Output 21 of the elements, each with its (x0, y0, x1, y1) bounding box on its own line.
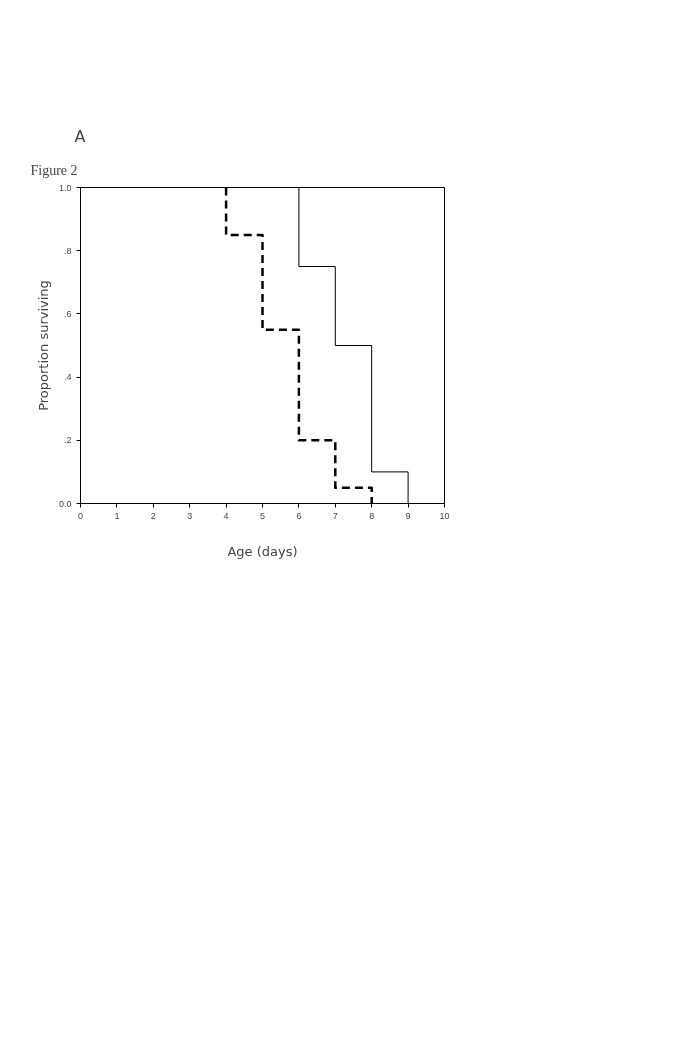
y-tick-label: .8 (63, 245, 72, 256)
x-tick-label: 4 (223, 510, 229, 521)
x-tick-label: 1 (114, 510, 120, 521)
x-tick-label: 8 (369, 510, 375, 521)
chart-title: A (74, 126, 86, 146)
x-tick-label: 6 (296, 510, 302, 521)
caption: Figure 2 (30, 162, 78, 178)
x-axis-title: Age (days) (227, 543, 298, 559)
y-tick-label: .4 (63, 372, 72, 383)
x-tick-label: 9 (405, 510, 411, 521)
x-tick-label: 3 (187, 510, 193, 521)
y-axis-title: Proportion surviving (35, 280, 51, 411)
y-tick-label: 0.0 (58, 498, 72, 509)
y-tick-label: .6 (63, 308, 72, 319)
x-tick-label: 2 (150, 510, 156, 521)
x-tick-label: 0 (78, 510, 84, 521)
x-tick-label: 5 (260, 510, 266, 521)
y-tick-label: 1.0 (58, 182, 72, 193)
x-tick-label: 10 (439, 510, 450, 521)
x-tick-label: 7 (332, 510, 338, 521)
y-tick-label: .2 (63, 435, 72, 446)
